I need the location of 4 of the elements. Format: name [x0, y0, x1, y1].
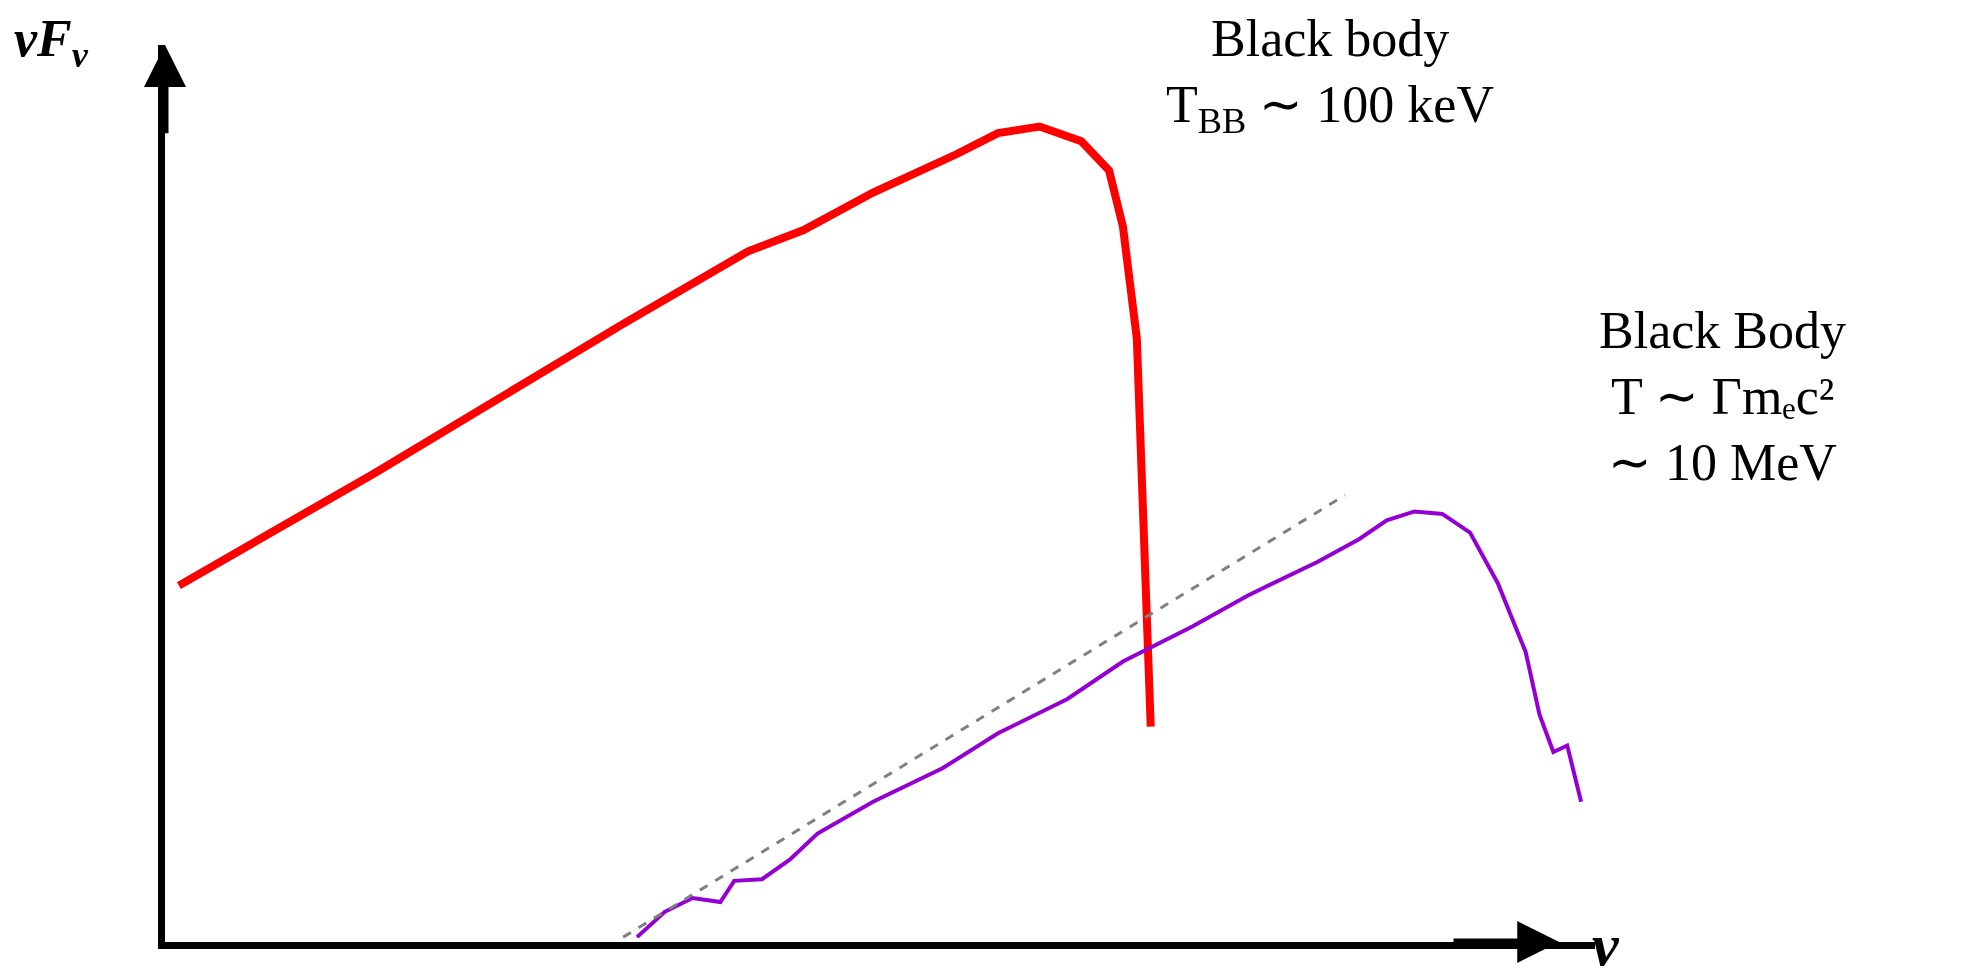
text: Black Body T ∼ Γmₑc² ∼ 10 MeV — [1599, 302, 1846, 491]
x-axis-title: ν — [1592, 912, 1620, 974]
y-axis-title: νF$_{ν}$ — [14, 10, 89, 75]
annotation: Black body T$_{BB}$ ∼ 100 keV — [1166, 10, 1494, 141]
